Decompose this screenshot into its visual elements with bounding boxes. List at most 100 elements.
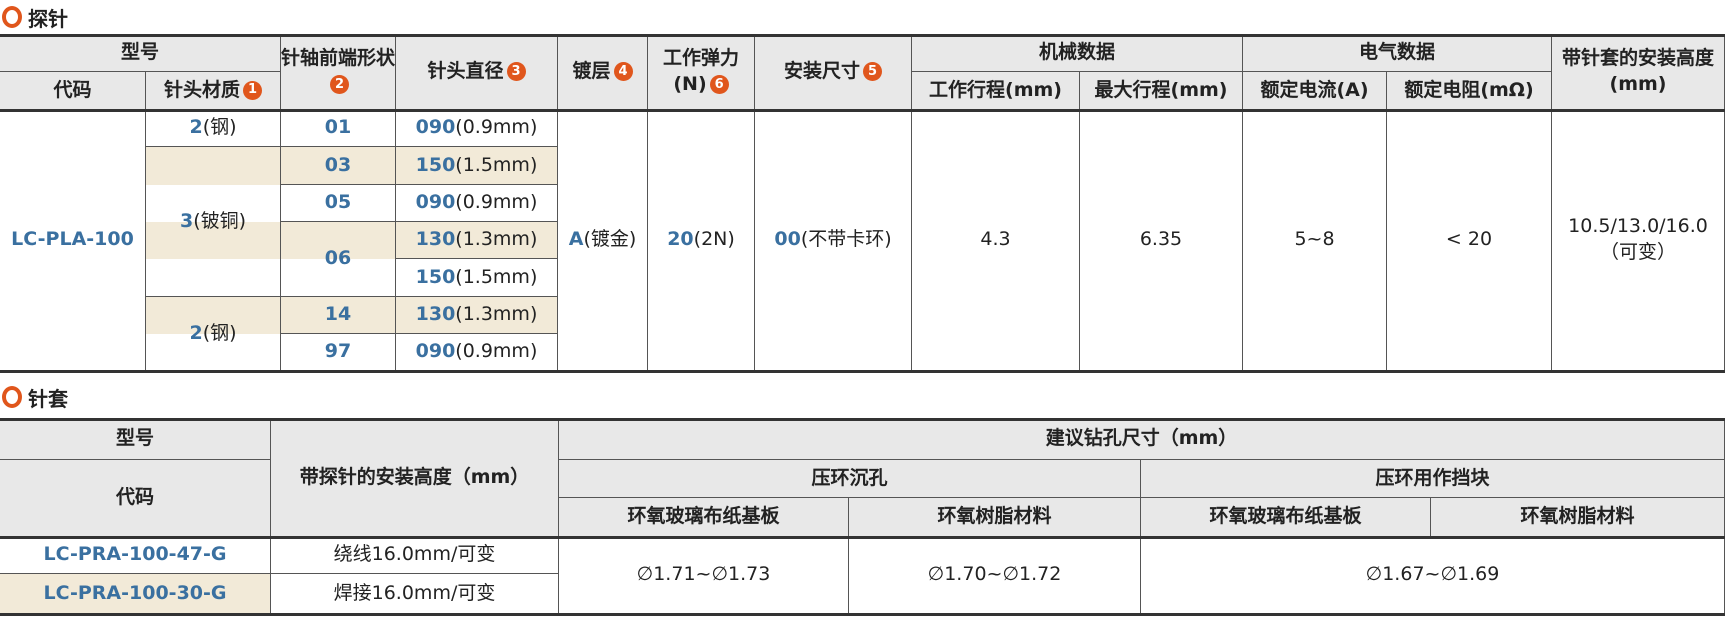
table-rule [0,109,1725,112]
cell-text: 绕线16.0mm/可变 [333,543,496,566]
cell-text: LC-PRA-100-47-G [43,543,227,566]
shape-cell: 06 [281,222,396,297]
cell-text: LC-PRA-100-30-G [43,581,227,604]
header-install-height: 带探针的安装高度（mm） [271,419,559,537]
circle-bullet-icon [2,386,22,408]
cell-text: (1.5mm) [455,265,538,288]
cell-text: 01 [324,116,352,139]
section-title: 针套 [28,386,68,411]
section-socket-title: 针套 [2,382,68,412]
cell-text: 06 [324,247,352,270]
socket-code: LC-PRA-100-30-G [0,574,271,614]
cell-text: (钢) [202,321,237,344]
cell-text: 环氧玻璃布纸基板 [627,505,780,528]
cell-text: 5~8 [1294,228,1335,251]
spring-cell: 20(2N) [648,110,755,371]
table-rule [0,418,1725,421]
cell-text: 代码 [115,486,154,509]
cell-text: (0.9mm) [455,116,538,139]
diameter-cell: 130(1.3mm) [396,297,558,334]
header-tip-material: 针头材质 1 [146,72,281,110]
cell-text: 090 [415,116,456,139]
cell-text: 090 [415,340,456,363]
cell-text: 2 [189,321,203,344]
socket-height: 焊接16.0mm/可变 [271,574,559,614]
working-stroke-cell: 4.3 [912,110,1080,371]
header-epoxy-glass: 环氧玻璃布纸基板 [559,498,849,537]
cell-text: 环氧树脂材料 [937,505,1052,528]
table-rule [0,536,1725,539]
cell-text: (1.3mm) [455,303,538,326]
header-mount-size: 安装尺寸 5 [755,35,912,110]
diameter-cell: 150(1.5mm) [396,259,558,297]
header-install-height: 带针套的安装高度(mm) [1552,35,1725,110]
mount-cell: 00(不带卡环) [755,110,912,371]
cell-text: 3 [179,209,194,232]
shape-cell: 14 [281,297,396,334]
cell-text: 最大行程(mm) [1094,78,1228,101]
cell-text: 型号 [115,427,154,450]
plating-cell: A(镀金) [558,110,648,371]
section-probe-title: 探针 [2,2,68,32]
cell-text: (不带卡环) [800,228,892,251]
cell-text: < 20 [1445,228,1493,251]
shape-cell: 03 [281,147,396,185]
section-title: 探针 [28,6,68,31]
cell-text: 150 [415,153,456,176]
cell-text: 针头直径 [427,60,504,83]
cell-text: 代码 [53,78,92,101]
shape-cell: 97 [281,334,396,371]
cell-text: (0.9mm) [455,340,538,363]
cell-text: 针轴前端形状 [281,47,396,70]
cell-text: 建议钻孔尺寸（mm） [1045,427,1238,450]
countersink-resin: ∅1.70~∅1.72 [849,537,1141,614]
cell-text: 安装尺寸 [783,60,860,83]
header-epoxy-resin: 环氧树脂材料 [849,498,1141,537]
cell-text: ∅1.70~∅1.72 [927,563,1062,586]
cell-text: 130 [415,303,456,326]
row-stripe [146,297,558,334]
cell-text: A [568,228,584,251]
cell-text: 130 [415,228,456,251]
cell-text: (2N) [693,228,735,251]
header-spring-force: 工作弹力(N) 6 [648,35,755,110]
cell-text: 额定电流(A) [1260,78,1369,101]
cell-text: 压环沉孔 [811,466,888,489]
header-plating: 镀层 4 [558,35,648,110]
countersink-glass: ∅1.71~∅1.73 [559,537,849,614]
material-cell: 2(钢) [146,110,281,147]
cell-text: 97 [324,340,352,363]
cell-text: 镀层 [572,60,611,83]
socket-code: LC-PRA-100-47-G [0,537,271,574]
cell-text: 环氧树脂材料 [1520,505,1635,528]
diameter-cell: 130(1.3mm) [396,222,558,259]
circle-bullet-icon [2,6,22,28]
cell-text: 带探针的安装高度（mm） [299,465,530,488]
header-rated-current: 额定电流(A) [1243,72,1387,110]
header-countersink: 压环沉孔 [559,460,1141,498]
max-stroke-cell: 6.35 [1080,110,1243,371]
install-height-cell: 10.5/13.0/16.0（可变） [1552,110,1725,371]
cell-text: ∅1.71~∅1.73 [636,563,771,586]
material-cell: 2(钢) [146,297,281,371]
header-stopper: 压环用作挡块 [1141,460,1725,498]
header-drill: 建议钻孔尺寸（mm） [559,419,1725,460]
cell-text: 环氧玻璃布纸基板 [1209,505,1362,528]
cell-text: (镀金) [583,228,637,251]
cell-text: 4.3 [980,228,1011,251]
header-model: 型号 [0,35,281,72]
probe-code: LC-PLA-100 [0,110,146,371]
cell-text: 压环用作挡块 [1375,466,1490,489]
badge-5: 5 [863,62,882,82]
header-rated-resistance: 额定电阻(mΩ) [1387,72,1552,110]
header-shaft-shape: 针轴前端形状 2 [281,35,396,110]
cell-text: 型号 [120,41,159,64]
cell-text: 090 [415,191,456,214]
cell-text: 焊接16.0mm/可变 [333,581,496,604]
header-code: 代码 [0,72,146,110]
row-stripe [146,147,558,185]
shape-cell: 01 [281,110,396,147]
header-working-stroke: 工作行程(mm) [912,72,1080,110]
diameter-cell: 090(0.9mm) [396,334,558,371]
